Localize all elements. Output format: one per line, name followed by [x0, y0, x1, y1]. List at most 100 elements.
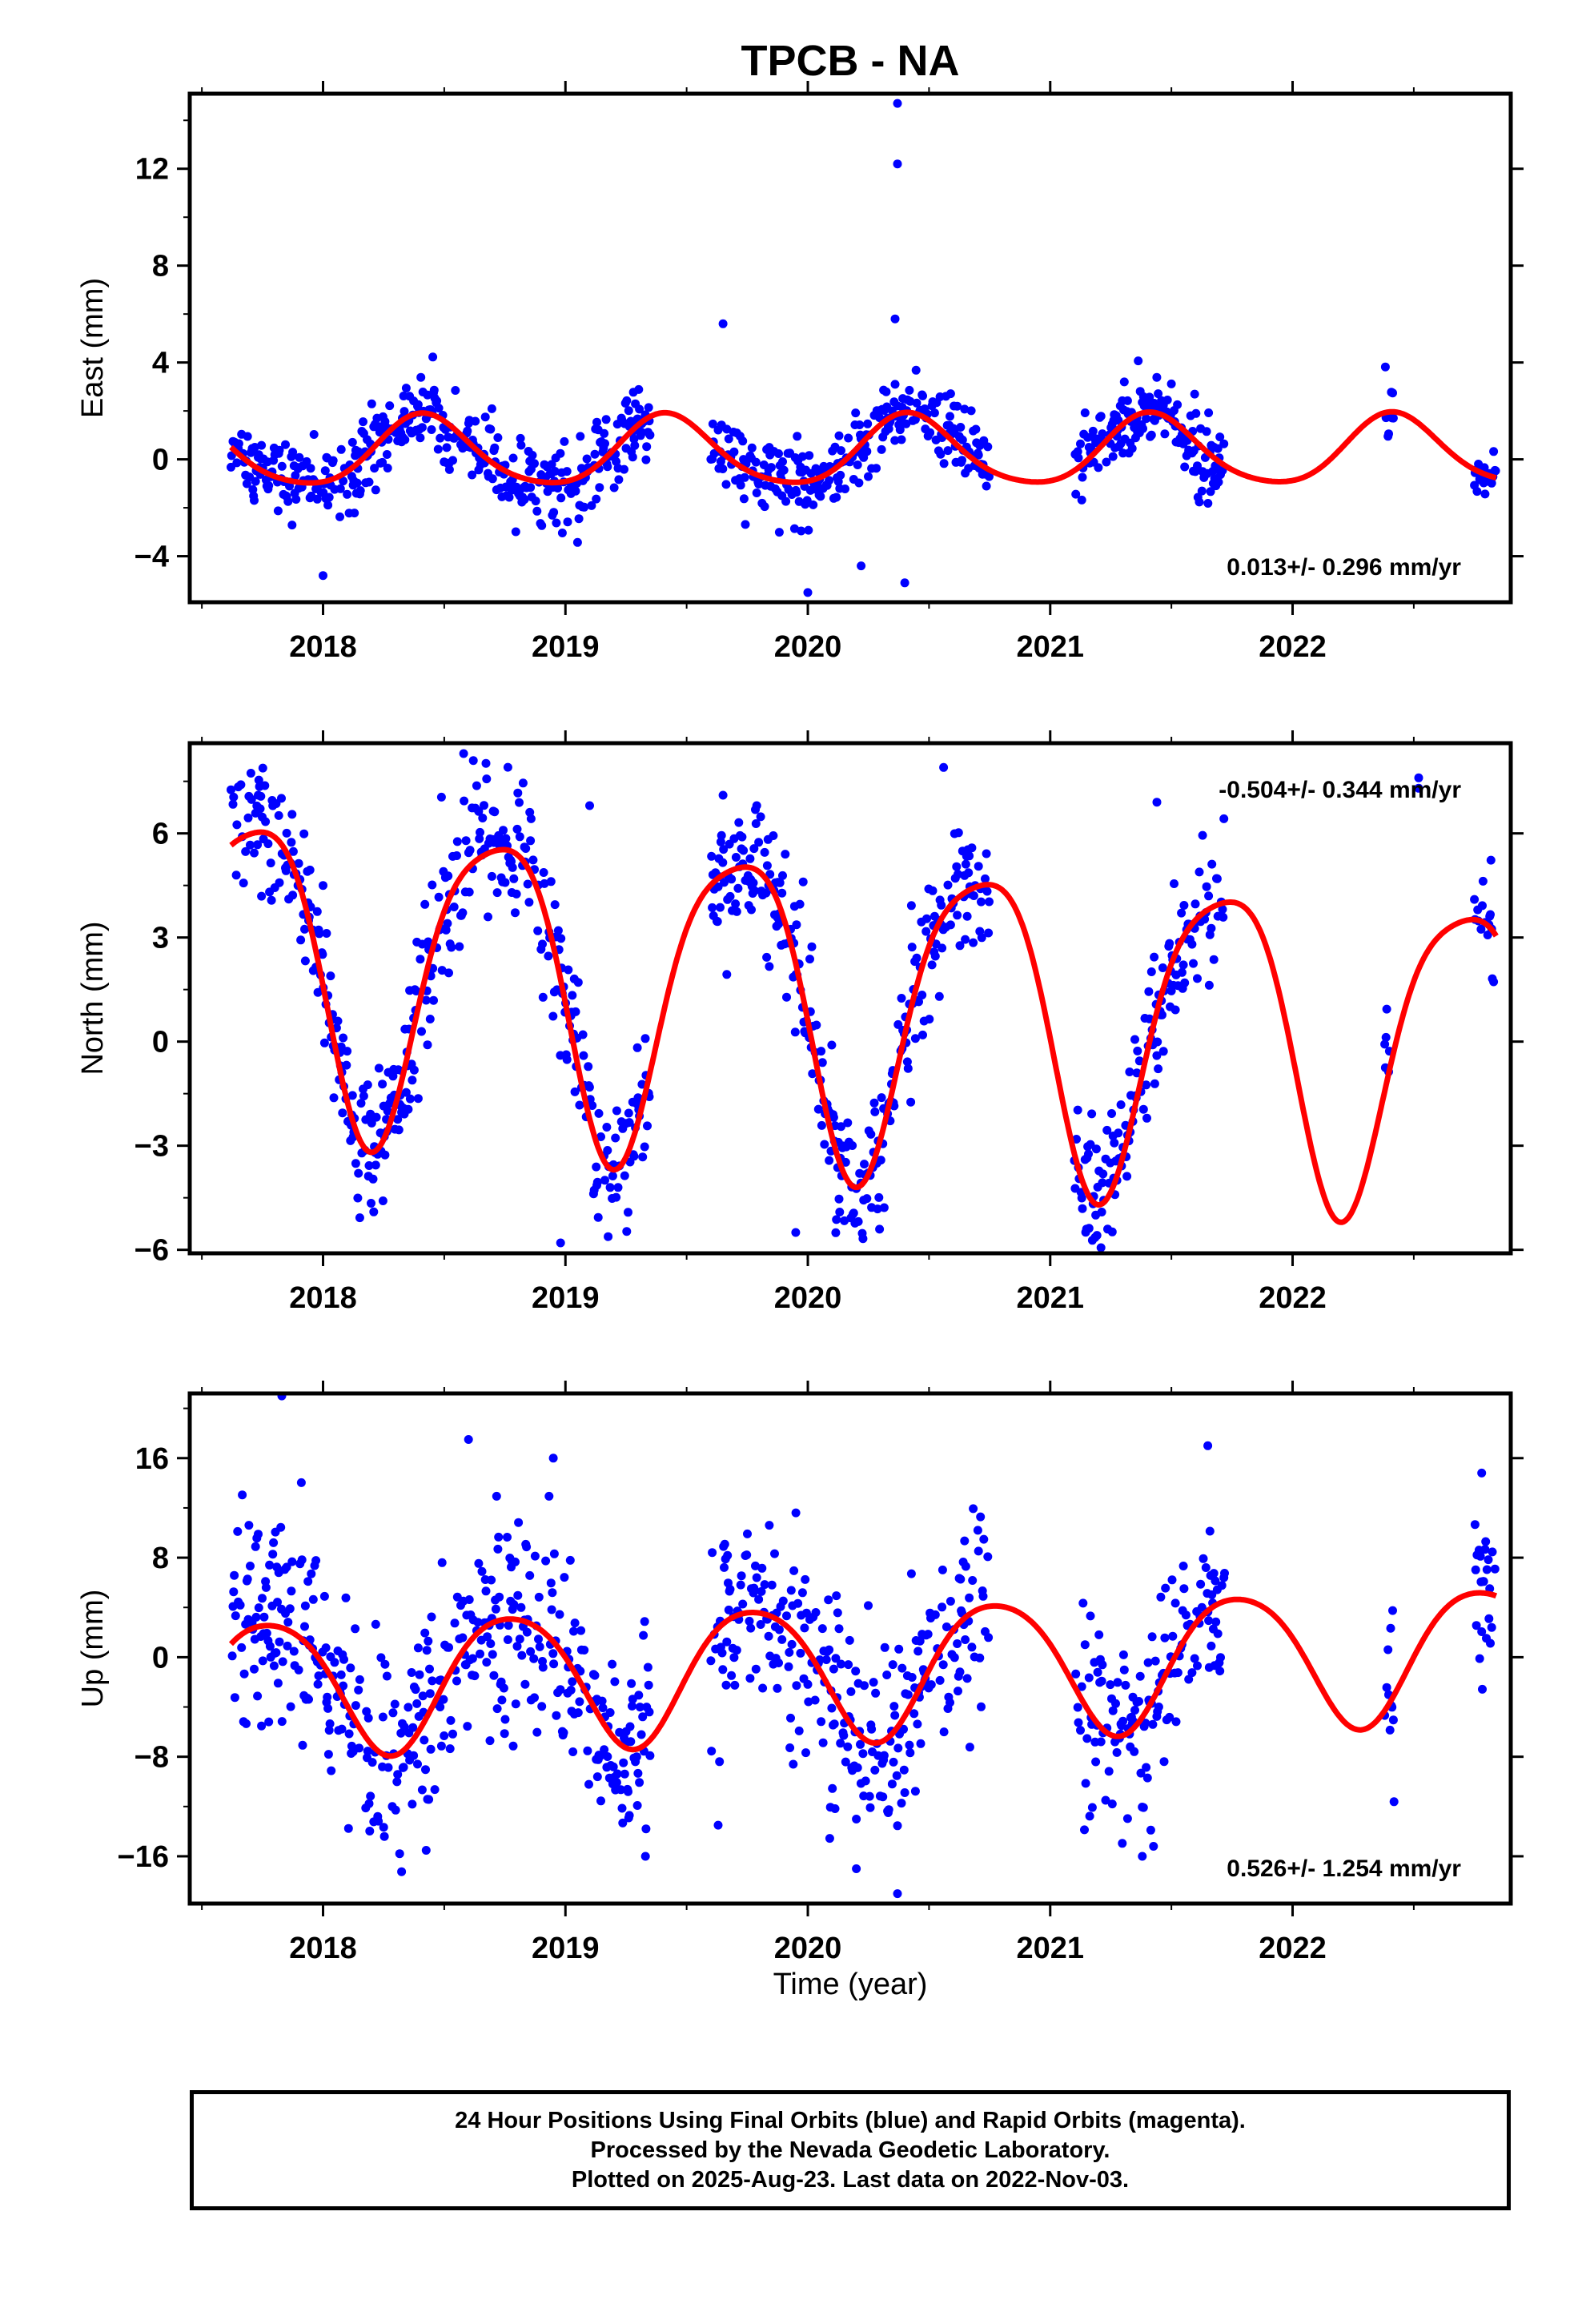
data-point: [432, 396, 442, 406]
data-point-outlier: [1414, 783, 1423, 793]
x-tick-label: 2022: [1259, 630, 1327, 664]
data-point: [516, 1602, 526, 1612]
data-point: [483, 1632, 492, 1642]
data-point: [960, 1536, 970, 1546]
data-point: [319, 1591, 329, 1601]
data-point: [231, 1611, 240, 1621]
data-point: [287, 1586, 296, 1596]
data-point: [490, 807, 500, 817]
data-point: [1087, 1803, 1097, 1812]
data-point: [762, 861, 772, 870]
data-point: [273, 1598, 282, 1607]
data-point: [1173, 400, 1182, 409]
velocity-annotation: 0.013+/- 0.296 mm/yr: [1227, 554, 1461, 581]
data-point: [729, 447, 739, 456]
data-point: [1184, 1675, 1194, 1684]
data-point: [905, 1748, 915, 1758]
data-point: [492, 888, 502, 898]
data-point: [338, 1108, 347, 1118]
data-point: [1146, 967, 1156, 976]
data-point: [382, 1671, 391, 1681]
data-point-outlier: [548, 1454, 558, 1463]
data-point: [275, 1637, 284, 1647]
data-point: [590, 449, 600, 459]
data-point: [452, 1676, 461, 1686]
data-point: [342, 1060, 351, 1070]
data-point: [638, 1712, 648, 1722]
data-point: [1161, 1583, 1170, 1593]
data-point: [754, 1594, 764, 1604]
data-point: [1142, 1080, 1151, 1090]
data-point: [856, 1739, 865, 1749]
data-point: [291, 471, 300, 480]
data-point: [1086, 1611, 1095, 1621]
data-point: [1112, 1747, 1122, 1757]
data-point: [261, 817, 271, 826]
data-point: [630, 440, 640, 450]
data-point: [1205, 1526, 1215, 1536]
data-point: [347, 437, 357, 447]
data-point: [801, 1608, 811, 1618]
data-point: [427, 1612, 436, 1622]
data-point: [938, 1660, 948, 1670]
data-point: [790, 1027, 800, 1037]
data-point: [258, 763, 267, 773]
data-point: [720, 878, 729, 887]
data-point: [893, 1743, 903, 1753]
data-point: [388, 1072, 398, 1081]
data-point: [950, 1653, 959, 1663]
data-point: [708, 903, 717, 912]
data-point: [452, 851, 461, 860]
data-point: [930, 1610, 940, 1619]
data-point: [255, 804, 265, 814]
data-point: [359, 1092, 368, 1101]
data-point: [266, 858, 275, 868]
data-point: [1078, 472, 1087, 482]
data-point: [848, 1141, 857, 1150]
data-point: [622, 396, 632, 405]
data-point: [1080, 408, 1090, 417]
data-point: [515, 798, 524, 807]
data-point: [632, 1043, 642, 1052]
data-point: [638, 1152, 648, 1162]
data-point: [259, 1612, 269, 1622]
data-point: [809, 500, 818, 509]
data-point: [737, 832, 747, 842]
x-tick-label: 2019: [532, 630, 600, 664]
data-point: [424, 1636, 433, 1646]
data-point-outlier: [459, 749, 468, 758]
data-point: [983, 442, 993, 452]
data-point: [521, 844, 531, 853]
data-point: [899, 1765, 909, 1775]
data-point: [766, 463, 776, 472]
data-point: [854, 478, 864, 488]
data-point: [399, 1763, 408, 1772]
data-point: [608, 1762, 618, 1771]
data-point: [418, 1691, 428, 1701]
data-point: [501, 834, 511, 843]
data-point: [300, 924, 309, 934]
data-point: [754, 838, 764, 847]
data-point: [413, 1759, 422, 1769]
data-point: [1149, 1842, 1158, 1851]
data-point: [540, 879, 549, 888]
data-point: [1134, 356, 1143, 366]
data-point: [1219, 912, 1228, 922]
data-point: [716, 837, 725, 846]
data-point: [1207, 859, 1217, 869]
data-point: [244, 1521, 254, 1530]
data-point: [737, 1571, 746, 1581]
data-point: [1162, 396, 1172, 404]
data-point: [612, 1192, 621, 1202]
data-point: [257, 440, 267, 450]
data-point: [644, 403, 653, 412]
data-point: [356, 1099, 366, 1108]
data-point: [1193, 974, 1202, 983]
data-point: [878, 1792, 888, 1802]
panel-east: −4 0 4 8 12 2018 2019 2020 2021 2022 East (mm) 0.01…: [76, 81, 1524, 664]
data-point: [793, 432, 802, 441]
data-point: [1134, 1056, 1144, 1066]
data-point: [281, 440, 290, 449]
data-point: [1092, 1231, 1102, 1240]
data-point: [473, 1618, 483, 1627]
